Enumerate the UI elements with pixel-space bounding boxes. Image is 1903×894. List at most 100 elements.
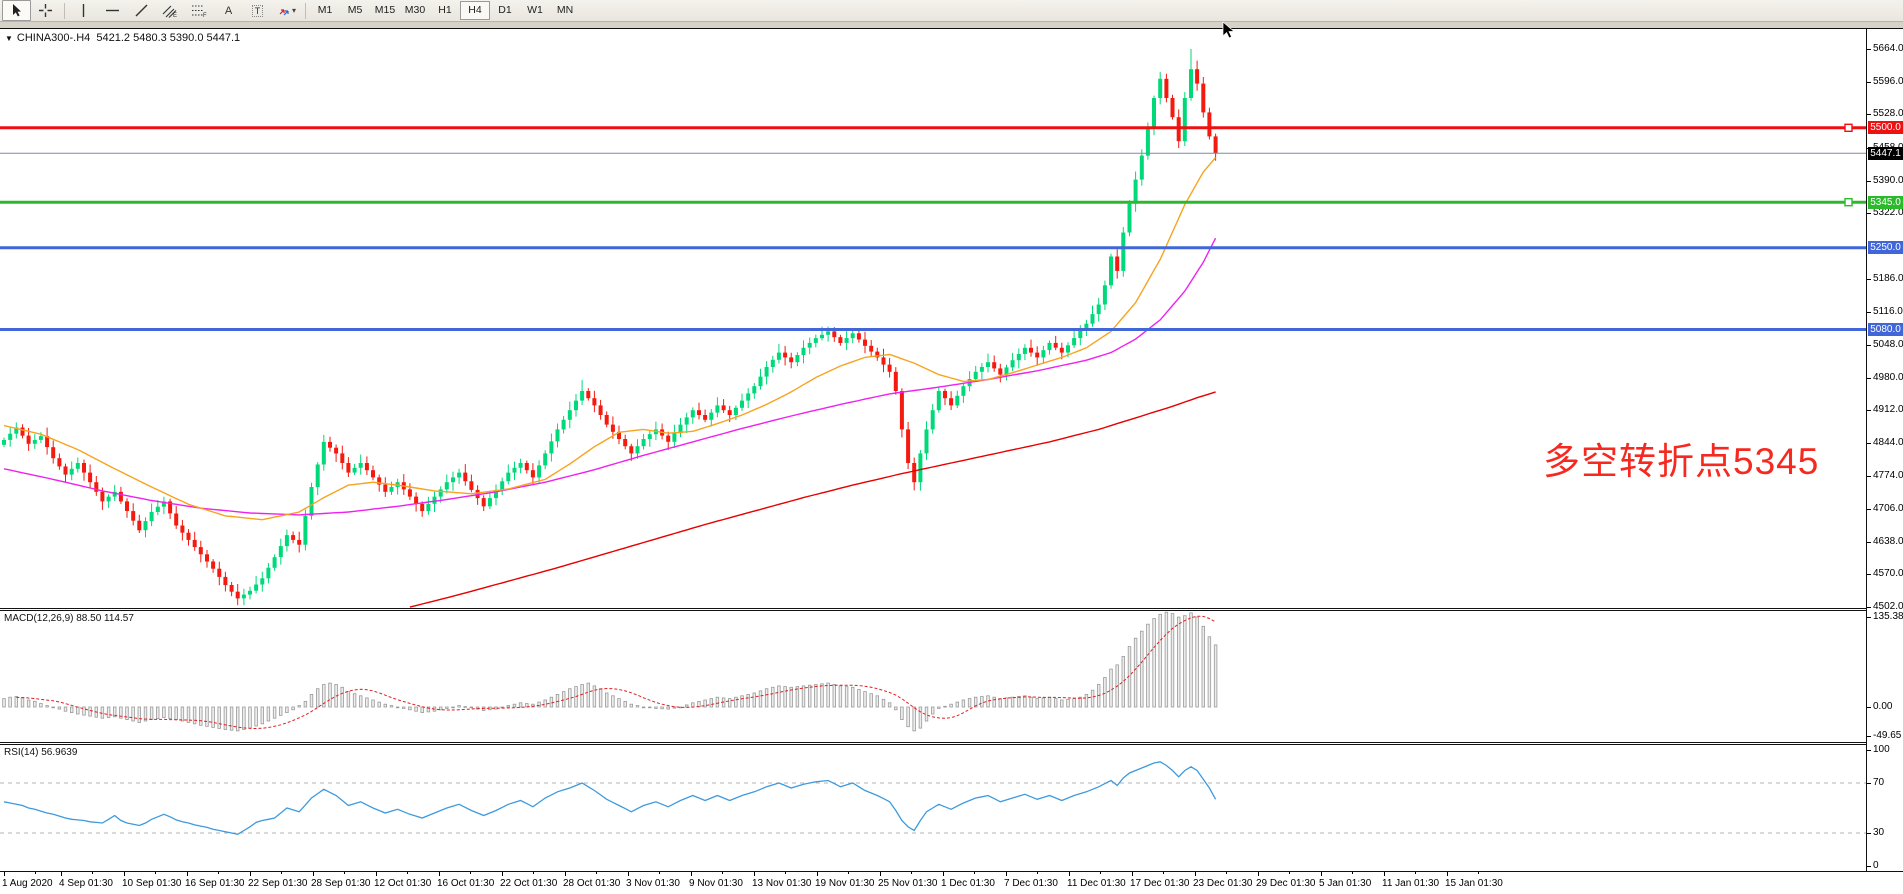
timeframe-m15-button[interactable]: M15 bbox=[374, 4, 396, 16]
price-axis-tick bbox=[1867, 344, 1871, 346]
ma-fast-line[interactable] bbox=[3, 157, 1217, 521]
toolbar-separator bbox=[305, 2, 306, 19]
rsi-chart[interactable] bbox=[0, 745, 1866, 871]
panel-separator[interactable] bbox=[0, 742, 1903, 745]
price-tick-label: 4638.0 bbox=[1873, 535, 1903, 547]
time-tick-label: 15 Jan 01:30 bbox=[1445, 878, 1503, 889]
panel-separator[interactable] bbox=[0, 608, 1903, 611]
tool-equidistant-channel-button[interactable]: E bbox=[156, 0, 185, 21]
timeframe-h1-button[interactable]: H1 bbox=[438, 4, 452, 16]
price-axis-tick bbox=[1867, 442, 1871, 444]
price-badge-5345.0: 5345.0 bbox=[1868, 195, 1903, 209]
price-axis-tick bbox=[1867, 180, 1871, 182]
price-tick-label: 5322.0 bbox=[1873, 207, 1903, 219]
timeframe-d1-button[interactable]: D1 bbox=[498, 4, 512, 16]
price-axis-tick bbox=[1867, 509, 1871, 511]
time-tick-label: 4 Sep 01:30 bbox=[59, 878, 113, 889]
candlestick-chart[interactable] bbox=[0, 29, 1866, 608]
current-price-badge: 5447.1 bbox=[1868, 146, 1903, 160]
svg-text:E: E bbox=[173, 13, 177, 18]
time-axis-minor-tick bbox=[35, 872, 36, 874]
time-tick-label: 22 Oct 01:30 bbox=[500, 878, 558, 889]
rsi-line bbox=[3, 761, 1217, 835]
macd-panel[interactable]: MACD(12,26,9) 88.50 114.57 bbox=[0, 611, 1866, 742]
ma-mid-line[interactable] bbox=[3, 237, 1217, 516]
time-tick-label: 16 Sep 01:30 bbox=[185, 878, 245, 889]
time-axis-minor-tick bbox=[1226, 872, 1227, 874]
time-axis-minor-tick bbox=[1352, 872, 1353, 874]
time-tick-label: 5 Jan 01:30 bbox=[1319, 878, 1372, 889]
time-axis-minor-tick bbox=[281, 872, 282, 874]
macd-signal-line bbox=[16, 615, 1216, 730]
time-axis-minor-tick bbox=[1478, 872, 1479, 874]
time-axis-tick bbox=[502, 872, 503, 876]
ma-slow-line[interactable] bbox=[409, 391, 1216, 608]
time-axis-minor-tick bbox=[659, 872, 660, 874]
macd-chart[interactable] bbox=[0, 611, 1866, 742]
time-axis-minor-tick bbox=[596, 872, 597, 874]
time-tick-label: 28 Oct 01:30 bbox=[563, 878, 621, 889]
time-axis-tick bbox=[1384, 872, 1385, 876]
timeframe-w1-button[interactable]: W1 bbox=[527, 4, 543, 16]
tool-text-label-button[interactable]: T bbox=[243, 0, 272, 21]
time-axis-minor-tick bbox=[785, 872, 786, 874]
tool-trendline-button[interactable] bbox=[127, 0, 156, 21]
time-tick-label: 28 Sep 01:30 bbox=[311, 878, 371, 889]
cursor-icon bbox=[9, 3, 24, 18]
time-axis[interactable]: 1 Aug 2020 4 Sep 01:30 10 Sep 01:30 16 Sep … bbox=[0, 871, 1903, 894]
time-tick-label: 9 Nov 01:30 bbox=[689, 878, 743, 889]
rsi-panel[interactable]: RSI(14) 56.9639 bbox=[0, 745, 1866, 871]
time-tick-label: 29 Dec 01:30 bbox=[1256, 878, 1316, 889]
price-axis-tick bbox=[1867, 81, 1871, 83]
time-axis-minor-tick bbox=[407, 872, 408, 874]
time-tick-label: 11 Jan 01:30 bbox=[1382, 878, 1440, 889]
timeframe-m30-button[interactable]: M30 bbox=[404, 4, 426, 16]
time-axis-tick bbox=[439, 872, 440, 876]
macd-axis-label: 0.00 bbox=[1873, 701, 1893, 712]
time-axis-tick bbox=[1258, 872, 1259, 876]
price-axis-tick bbox=[1867, 410, 1871, 412]
price-axis-tick bbox=[1867, 49, 1871, 50]
hline-marker-5345[interactable] bbox=[1844, 197, 1853, 207]
price-tick-label: 4570.0 bbox=[1873, 568, 1903, 580]
time-tick-label: 10 Sep 01:30 bbox=[122, 878, 182, 889]
main-chart-panel[interactable]: ▼ CHINA300-.H4 5421.2 5480.3 5390.0 5447.… bbox=[0, 29, 1866, 608]
price-axis[interactable]: 5664.05596.05528.05458.05390.05322.05186… bbox=[1866, 29, 1903, 871]
timeframe-m1-button[interactable]: M1 bbox=[317, 4, 333, 16]
svg-text:F: F bbox=[203, 13, 207, 18]
macd-label: MACD(12,26,9) 88.50 114.57 bbox=[4, 613, 134, 624]
time-axis-tick bbox=[376, 872, 377, 876]
price-axis-tick bbox=[1867, 574, 1871, 576]
rsi-axis-label: 70 bbox=[1873, 777, 1885, 788]
price-axis-tick bbox=[1867, 736, 1871, 737]
time-tick-label: 11 Dec 01:30 bbox=[1067, 878, 1126, 889]
trendline-icon bbox=[134, 3, 149, 18]
timeframe-mn-button[interactable]: MN bbox=[556, 4, 574, 16]
timeframe-m5-button[interactable]: M5 bbox=[347, 4, 363, 16]
tool-vertical-line-button[interactable] bbox=[69, 0, 98, 21]
tool-arrows-dropdown[interactable]: ▾ bbox=[272, 0, 301, 21]
macd-histogram bbox=[2, 611, 1218, 732]
rsi-axis-label: 30 bbox=[1873, 827, 1885, 838]
time-tick-label: 25 Nov 01:30 bbox=[878, 878, 938, 889]
time-tick-label: 22 Sep 01:30 bbox=[248, 878, 308, 889]
tool-cursor-button[interactable] bbox=[2, 0, 31, 21]
price-axis-tick bbox=[1867, 707, 1871, 708]
time-axis-tick bbox=[61, 872, 62, 876]
window-band bbox=[0, 22, 1903, 28]
dropdown-triangle-icon[interactable]: ▼ bbox=[5, 34, 13, 43]
price-axis-tick bbox=[1867, 213, 1871, 215]
price-tick-label: 5528.0 bbox=[1873, 108, 1903, 120]
tool-fibonacci-button[interactable]: F bbox=[185, 0, 214, 21]
time-axis-minor-tick bbox=[1289, 872, 1290, 874]
tool-text-button[interactable]: A bbox=[214, 0, 243, 21]
timeframe-h4-button[interactable]: H4 bbox=[460, 1, 490, 20]
time-tick-label: 1 Aug 2020 bbox=[2, 878, 53, 889]
price-tick-label: 5116.0 bbox=[1873, 306, 1903, 318]
time-axis-tick bbox=[565, 872, 566, 876]
hline-marker-5500[interactable] bbox=[1844, 123, 1853, 133]
price-tick-label: 5390.0 bbox=[1873, 174, 1903, 186]
tool-crosshair-button[interactable] bbox=[31, 0, 60, 21]
tool-horizontal-line-button[interactable] bbox=[98, 0, 127, 21]
